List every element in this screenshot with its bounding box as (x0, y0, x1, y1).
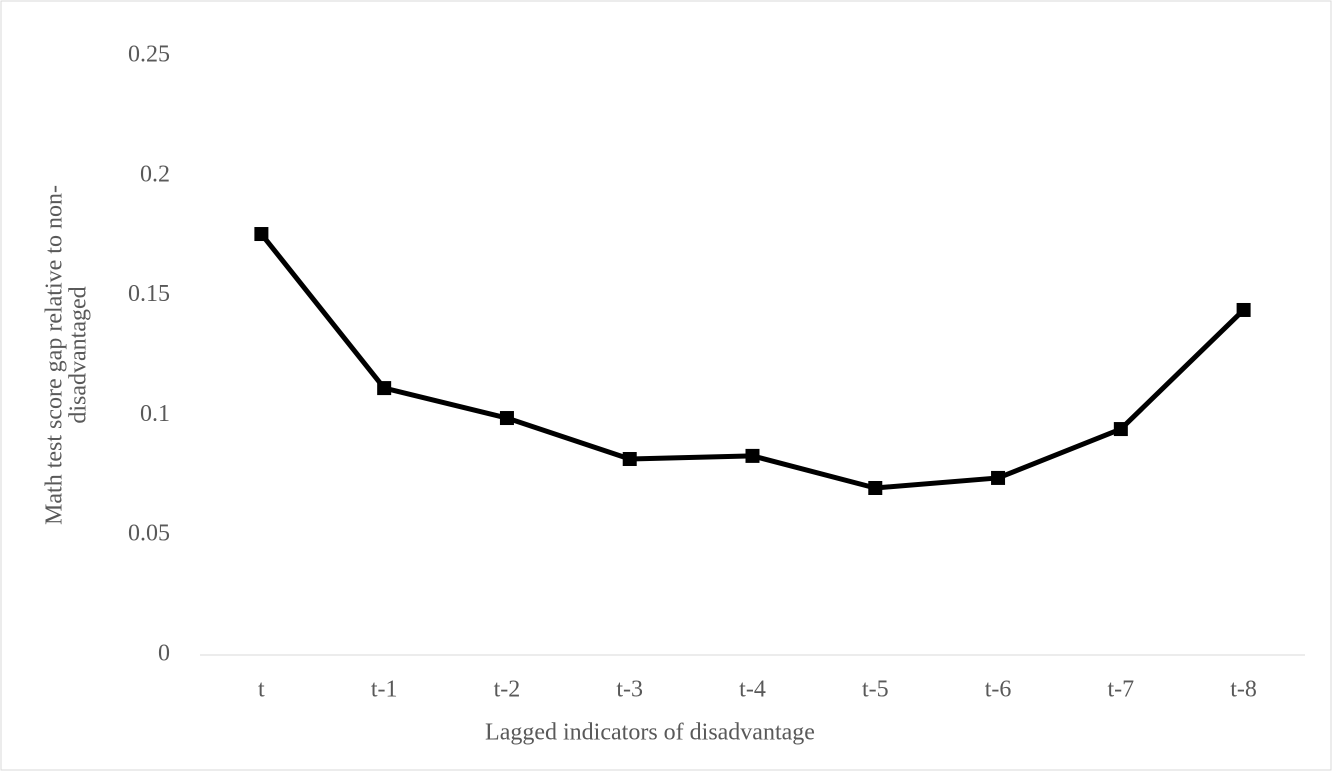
point-marker (1113, 422, 1128, 437)
y-axis-title-line: disadvantaged (66, 286, 92, 423)
x-tick-label: t-5 (862, 677, 889, 703)
x-axis-title: Lagged indicators of disadvantage (485, 720, 815, 746)
point-marker (1236, 302, 1251, 317)
point-marker (254, 227, 269, 242)
point-marker (622, 452, 637, 467)
y-tick-label: 0.2 (140, 161, 170, 187)
x-tick-label: t (258, 677, 265, 703)
y-tick-label: 0 (158, 641, 170, 667)
y-tick-label: 0.1 (140, 401, 170, 427)
x-tick-label: t-2 (494, 677, 521, 703)
point-marker (991, 470, 1006, 485)
y-tick-label: 0.15 (128, 281, 170, 307)
y-axis-title-line: Math test score gap relative to non- (42, 185, 68, 525)
point-marker (868, 480, 883, 495)
y-tick-label: 0.25 (128, 42, 170, 68)
y-axis-title: Math test score gap relative to non- dis… (42, 185, 92, 525)
y-tick-label: 0.05 (128, 521, 170, 547)
x-tick-label: t-3 (616, 677, 643, 703)
point-marker (499, 411, 514, 426)
x-tick-label: t-6 (985, 677, 1012, 703)
point-marker (745, 448, 760, 463)
x-tick-label: t-1 (371, 677, 398, 703)
x-tick-label: t-7 (1107, 677, 1134, 703)
point-marker (377, 381, 392, 396)
x-tick-label: t-4 (739, 677, 766, 703)
x-tick-label: t-8 (1230, 677, 1257, 703)
